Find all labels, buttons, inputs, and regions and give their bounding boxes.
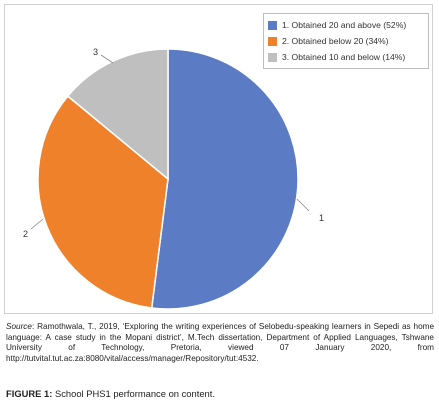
slice-label-2: 2: [23, 229, 28, 239]
caption-label: FIGURE 1:: [6, 388, 53, 399]
slice-leader-line-1: [296, 198, 310, 212]
source-note: Source: Ramothwala, T., 2019, ‘Exploring…: [6, 322, 434, 364]
legend-label-3: 3. Obtained 10 and below (14%): [282, 52, 406, 62]
pie-slice-1: [150, 48, 299, 310]
chart-frame: 1 2 3 1. Obtained 20 and above (52%) 2. Ob…: [4, 4, 433, 314]
pie-slice-3: [66, 48, 169, 181]
legend-swatch-1: [268, 20, 277, 30]
pie-chart: 1 2 3: [23, 47, 324, 310]
pie-slice-2: [37, 95, 169, 309]
legend-item-1: 1. Obtained 20 and above (52%): [268, 17, 424, 33]
slice-leader-line-2: [30, 218, 44, 230]
legend-swatch-3: [268, 52, 277, 62]
legend-item-2: 2. Obtained below 20 (34%): [268, 33, 424, 49]
legend-label-2: 2. Obtained below 20 (34%): [282, 36, 389, 46]
figure-caption: FIGURE 1: School PHS1 performance on con…: [6, 388, 434, 400]
slice-label-3: 3: [93, 47, 98, 57]
slice-leader-line-3: [100, 54, 114, 64]
source-text: : Ramothwala, T., 2019, ‘Exploring the w…: [6, 322, 434, 363]
legend-swatch-2: [268, 36, 277, 46]
caption-text: School PHS1 performance on content.: [52, 388, 215, 399]
legend: 1. Obtained 20 and above (52%) 2. Obtain…: [263, 13, 429, 69]
legend-item-3: 3. Obtained 10 and below (14%): [268, 49, 424, 65]
source-label: Source: [6, 322, 32, 331]
legend-label-1: 1. Obtained 20 and above (52%): [282, 20, 407, 30]
slice-label-1: 1: [319, 213, 324, 223]
